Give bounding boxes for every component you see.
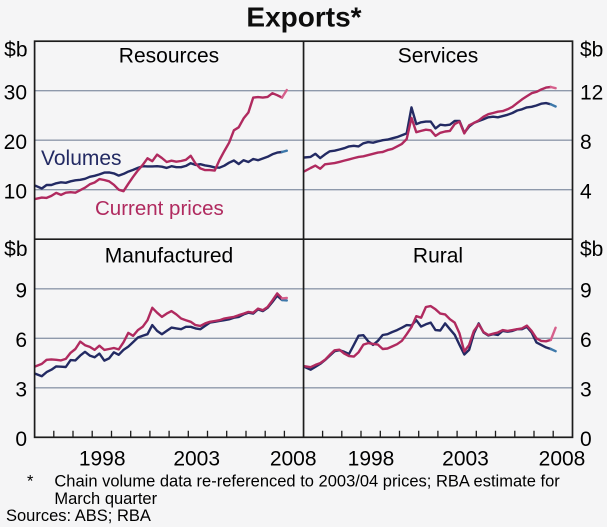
- svg-text:Sources: ABS; RBA: Sources: ABS; RBA: [6, 507, 151, 525]
- svg-text:Chain volume data re-reference: Chain volume data re-referenced to 2003/…: [54, 473, 560, 491]
- svg-text:1998: 1998: [79, 447, 126, 470]
- svg-text:3: 3: [580, 379, 592, 402]
- svg-text:4: 4: [580, 180, 592, 203]
- svg-text:Resources: Resources: [119, 44, 219, 67]
- svg-text:$b: $b: [4, 238, 27, 261]
- svg-text:3: 3: [15, 379, 27, 402]
- svg-text:20: 20: [4, 131, 27, 154]
- svg-text:2003: 2003: [173, 447, 220, 470]
- svg-text:30: 30: [4, 81, 27, 104]
- svg-text:Exports*: Exports*: [246, 2, 361, 33]
- svg-text:$b: $b: [4, 39, 27, 62]
- svg-text:$b: $b: [580, 238, 603, 261]
- svg-text:1998: 1998: [348, 447, 395, 470]
- svg-text:2003: 2003: [442, 447, 489, 470]
- svg-text:2008: 2008: [270, 447, 317, 470]
- svg-text:Volumes: Volumes: [41, 147, 122, 170]
- svg-text:6: 6: [580, 329, 592, 352]
- svg-text:10: 10: [4, 180, 27, 203]
- svg-text:0: 0: [580, 428, 592, 451]
- svg-text:Rural: Rural: [413, 244, 463, 267]
- svg-text:9: 9: [580, 280, 592, 303]
- svg-text:2008: 2008: [539, 447, 586, 470]
- svg-text:9: 9: [15, 280, 27, 303]
- svg-text:Services: Services: [398, 44, 479, 67]
- svg-text:8: 8: [580, 131, 592, 154]
- svg-text:0: 0: [15, 428, 27, 451]
- svg-text:6: 6: [15, 329, 27, 352]
- svg-text:March quarter: March quarter: [54, 490, 157, 508]
- svg-text:12: 12: [580, 81, 603, 104]
- svg-text:Manufactured: Manufactured: [105, 244, 233, 267]
- svg-text:Current prices: Current prices: [95, 197, 224, 220]
- svg-text:*: *: [27, 473, 34, 491]
- svg-text:$b: $b: [580, 39, 603, 62]
